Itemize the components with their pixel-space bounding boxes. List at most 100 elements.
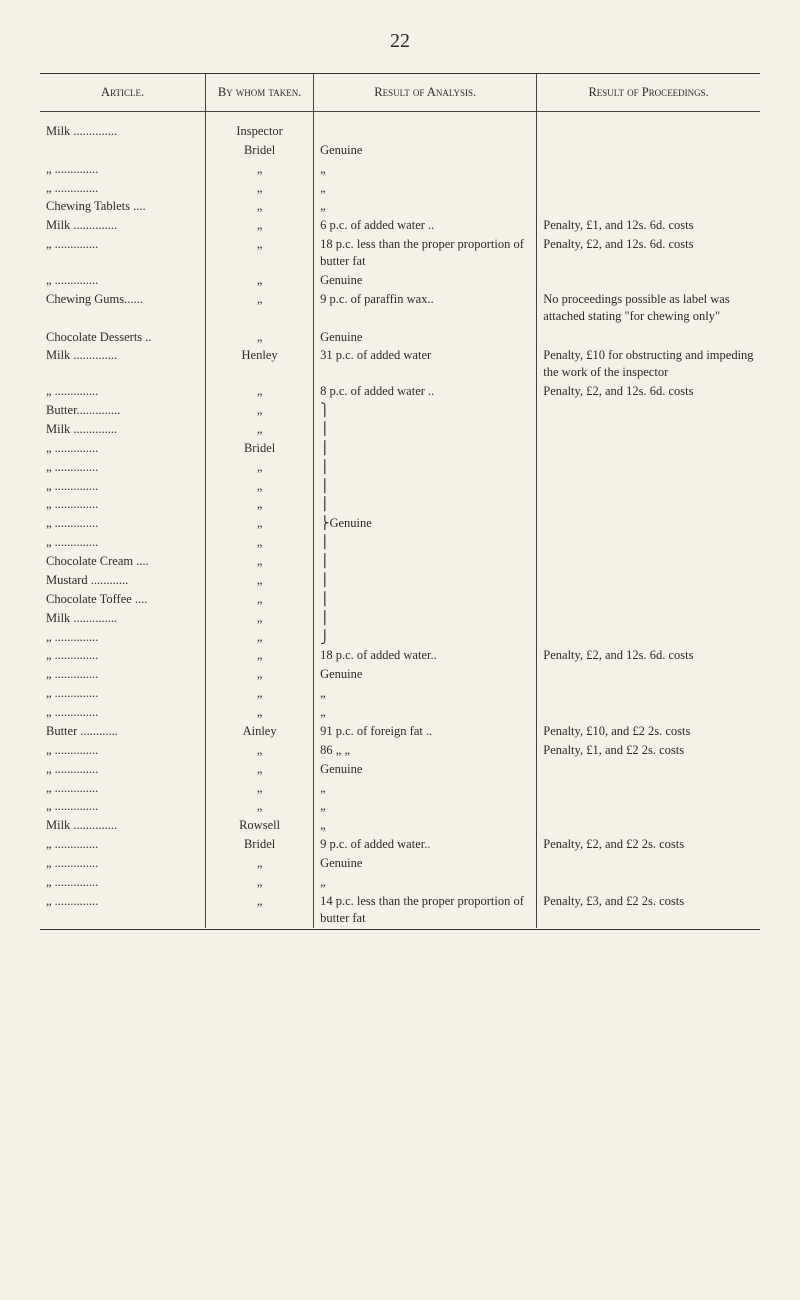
table-row: „ ..............„„ [40, 684, 760, 703]
cell-proceedings: Penalty, £1, and £2 2s. costs [537, 741, 760, 760]
cell-article: „ .............. [40, 797, 206, 816]
cell-article: „ .............. [40, 628, 206, 647]
cell-by-whom: Inspector [206, 122, 314, 141]
table-row: „ ..............„„ [40, 797, 760, 816]
cell-result: 31 p.c. of added water [314, 346, 537, 382]
analysis-table: Article. By whom taken. Result of Analys… [40, 74, 760, 930]
table-header: Article. By whom taken. Result of Analys… [40, 74, 760, 111]
cell-proceedings [537, 590, 760, 609]
cell-by-whom: „ [206, 646, 314, 665]
table-row: „ ..............„Genuine [40, 760, 760, 779]
header-result: Result of Analysis. [314, 74, 537, 111]
cell-result: „ [314, 797, 537, 816]
cell-by-whom: „ [206, 179, 314, 198]
table-row: „ ..............„„ [40, 703, 760, 722]
cell-proceedings [537, 122, 760, 141]
cell-result: ⎪ [314, 533, 537, 552]
cell-by-whom: „ [206, 533, 314, 552]
cell-result: ⎪ [314, 590, 537, 609]
cell-article: Chewing Tablets .... [40, 197, 206, 216]
cell-article: „ .............. [40, 179, 206, 198]
table-row: „ ..............„⎪ [40, 533, 760, 552]
cell-proceedings [537, 779, 760, 798]
table-row: „ ..............„⎭ [40, 628, 760, 647]
cell-article: „ .............. [40, 684, 206, 703]
cell-article: „ .............. [40, 514, 206, 533]
cell-article: Chocolate Toffee .... [40, 590, 206, 609]
table-row: Milk ..............Inspector [40, 122, 760, 141]
table-row: „ ..............„18 p.c. of added water.… [40, 646, 760, 665]
table-row: Milk ..............Rowsell„ [40, 816, 760, 835]
cell-result: „ [314, 179, 537, 198]
table-row: „ ..............„„ [40, 179, 760, 198]
cell-proceedings [537, 495, 760, 514]
cell-result [314, 122, 537, 141]
cell-result: ⎪ [314, 439, 537, 458]
cell-proceedings [537, 684, 760, 703]
document-page: 22 Article. By whom taken. Result of Ana… [0, 0, 800, 1300]
cell-result: Genuine [314, 141, 537, 160]
cell-result: 86 „ „ [314, 741, 537, 760]
cell-by-whom: „ [206, 854, 314, 873]
cell-by-whom: „ [206, 684, 314, 703]
cell-result: ⎪ [314, 571, 537, 590]
table-row: „ ..............Bridel⎪ [40, 439, 760, 458]
cell-result: ⎪ [314, 420, 537, 439]
cell-result: ⎪ [314, 609, 537, 628]
cell-proceedings: No proceedings pos­sible as label was at… [537, 290, 760, 326]
cell-article: „ .............. [40, 477, 206, 496]
cell-article: „ .............. [40, 271, 206, 290]
cell-article: „ .............. [40, 495, 206, 514]
cell-article: „ .............. [40, 439, 206, 458]
cell-by-whom: „ [206, 495, 314, 514]
table-row: BridelGenuine [40, 141, 760, 160]
cell-by-whom: „ [206, 401, 314, 420]
cell-proceedings [537, 458, 760, 477]
table-row: „ ..............„Genuine [40, 271, 760, 290]
cell-by-whom: „ [206, 458, 314, 477]
cell-result: 9 p.c. of paraffin wax.. [314, 290, 537, 326]
table-row: „ ..............„⎪ [40, 477, 760, 496]
cell-article: „ .............. [40, 779, 206, 798]
cell-by-whom: „ [206, 420, 314, 439]
cell-result: „ [314, 873, 537, 892]
cell-article: „ .............. [40, 646, 206, 665]
table-row: „ ..............„18 p.c. less than the p… [40, 235, 760, 271]
cell-result: Genuine [314, 854, 537, 873]
table-row: „ ..............„86 „ „Penalty, £1, and … [40, 741, 760, 760]
cell-proceedings [537, 179, 760, 198]
cell-by-whom: „ [206, 514, 314, 533]
cell-article [40, 141, 206, 160]
cell-result: 18 p.c. of added water.. [314, 646, 537, 665]
cell-article: Butter.............. [40, 401, 206, 420]
table-row: Mustard ............„⎪ [40, 571, 760, 590]
table-row: Butter ............Ainley91 p.c. of fore… [40, 722, 760, 741]
cell-result: ⎪ [314, 495, 537, 514]
cell-proceedings [537, 609, 760, 628]
cell-article: „ .............. [40, 665, 206, 684]
cell-result: 8 p.c. of added water .. [314, 382, 537, 401]
cell-by-whom: Rowsell [206, 816, 314, 835]
cell-by-whom: „ [206, 628, 314, 647]
page-number: 22 [40, 30, 760, 53]
cell-article: „ .............. [40, 160, 206, 179]
cell-article: Milk .............. [40, 420, 206, 439]
table-row: Chocolate Desserts ..„Genuine [40, 328, 760, 347]
table-row: Milk ..............„⎪ [40, 609, 760, 628]
table-row: „ ..............„⎪ [40, 495, 760, 514]
cell-proceedings [537, 401, 760, 420]
cell-by-whom: „ [206, 216, 314, 235]
cell-result: ⎪ [314, 458, 537, 477]
cell-by-whom: „ [206, 290, 314, 326]
cell-by-whom: „ [206, 235, 314, 271]
cell-article: „ .............. [40, 533, 206, 552]
cell-proceedings [537, 439, 760, 458]
cell-result: ⎪ [314, 477, 537, 496]
cell-article: „ .............. [40, 741, 206, 760]
cell-article: Milk .............. [40, 346, 206, 382]
cell-by-whom: „ [206, 873, 314, 892]
table-row: Chewing Tablets ....„„ [40, 197, 760, 216]
cell-result: ⎬Genuine [314, 514, 537, 533]
cell-article: „ .............. [40, 854, 206, 873]
table-row: „ ..............„14 p.c. less than the p… [40, 892, 760, 928]
